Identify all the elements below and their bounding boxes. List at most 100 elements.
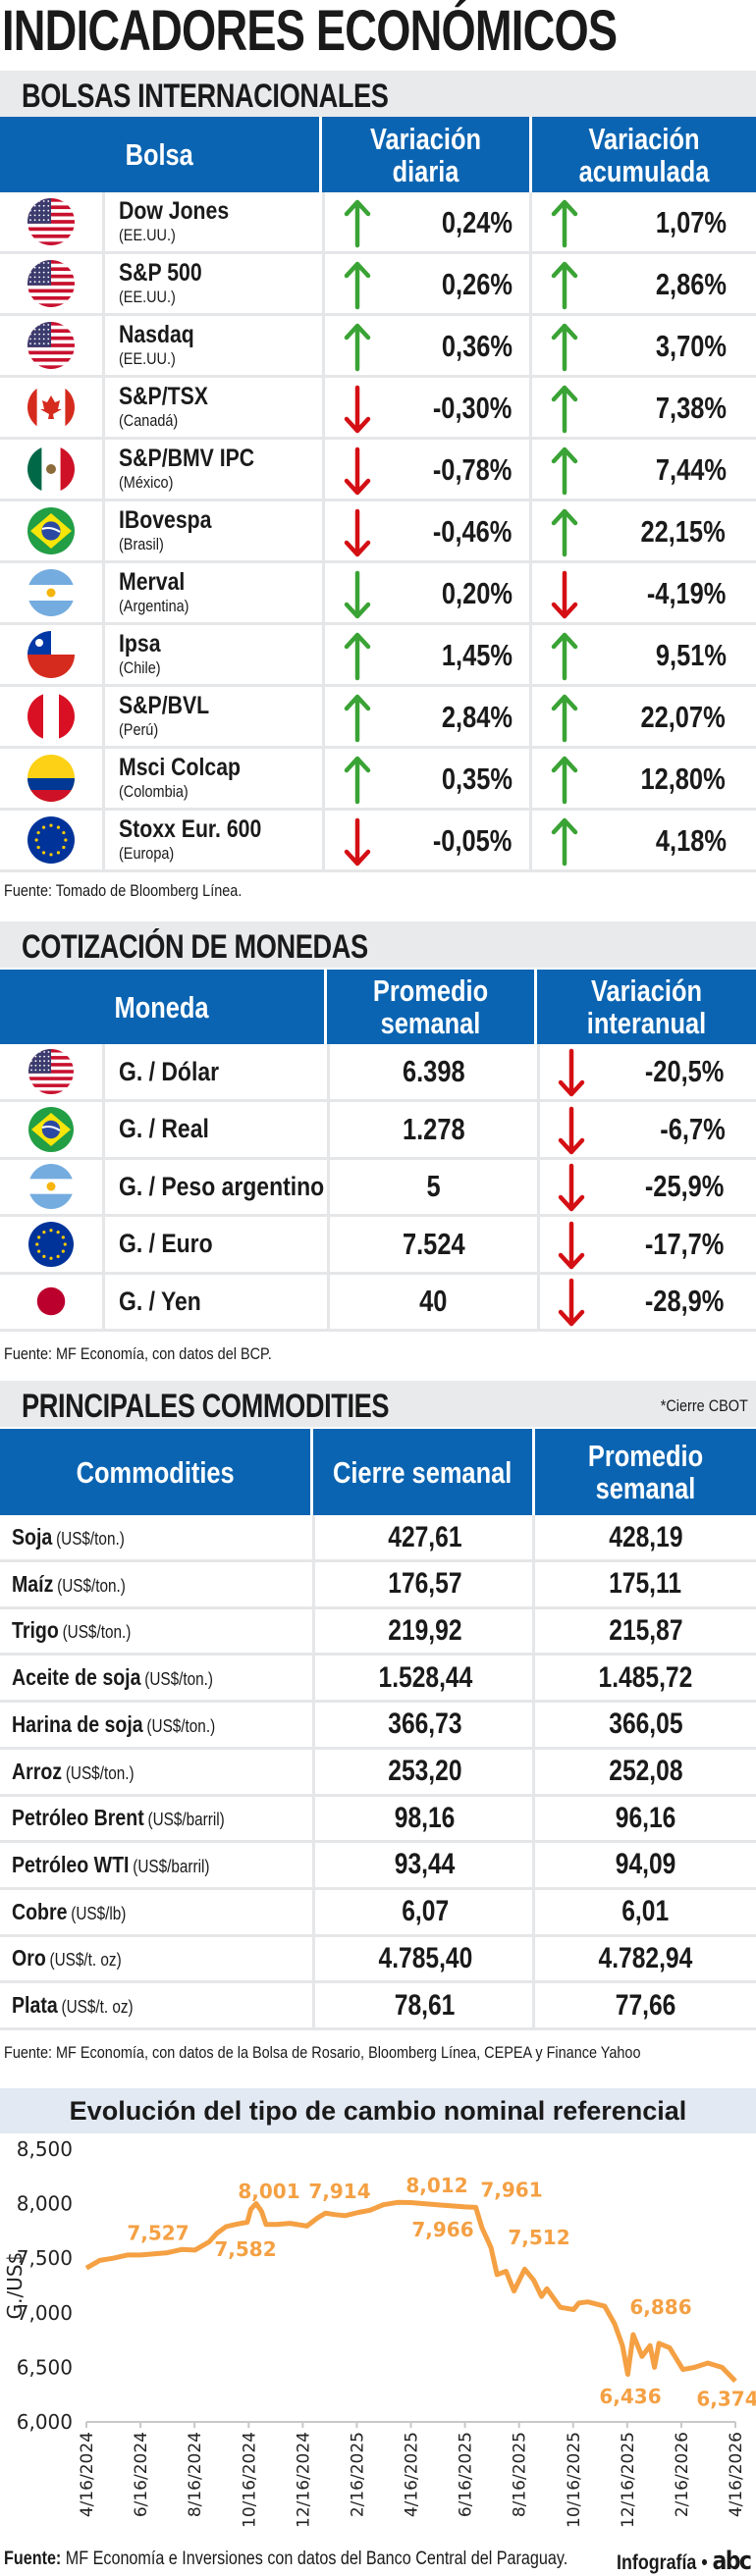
currency-name-cell: G. / Dólar xyxy=(102,1044,327,1099)
bolsa-country: (EE.UU.) xyxy=(119,225,176,246)
arrow-down-icon xyxy=(557,1047,586,1103)
weekly-close-cell: 427,61 xyxy=(312,1515,535,1559)
flag-cell xyxy=(0,563,102,622)
commodities-title: PRINCIPALES COMMODITIES xyxy=(22,1388,389,1426)
weekly-close-cell: 78,61 xyxy=(312,1983,535,2027)
yearly-variation-cell: -17,7% xyxy=(537,1217,756,1272)
bolsa-name-cell: S&P/BVL(Perú) xyxy=(102,687,322,746)
col-variacion-diaria: Variación diaria xyxy=(322,117,529,192)
x-tick-label: 12/16/2024 xyxy=(294,2432,313,2528)
weekly-close-cell: 176,57 xyxy=(312,1562,535,1606)
flag-cell xyxy=(0,316,102,375)
daily-variation-value: 0,26% xyxy=(442,267,513,302)
data-label: 6,436 xyxy=(599,2385,661,2408)
bolsas-table-header: Bolsa Variación diaria Variación acumula… xyxy=(0,117,756,192)
us-flag-icon xyxy=(27,322,75,369)
daily-variation-value: 0,35% xyxy=(442,762,513,797)
bolsa-name-cell: S&P/TSX(Canadá) xyxy=(102,378,322,437)
commodity-name-cell: Petróleo WTI (US$/barril) xyxy=(0,1843,312,1887)
arrow-down-icon xyxy=(343,446,372,501)
credit: Infografía • abc xyxy=(617,2547,750,2576)
col-bolsa: Bolsa xyxy=(0,117,319,192)
table-row: S&P/BMV IPC(México)-0,78%7,44% xyxy=(0,440,756,501)
commodity-label: Aceite de soja (US$/ton.) xyxy=(12,1664,213,1691)
arrow-up-icon xyxy=(550,446,579,501)
colombia-flag-icon xyxy=(27,755,75,802)
arrow-down-icon xyxy=(343,816,372,872)
commodity-name: Cobre xyxy=(12,1899,67,1924)
weekly-close-value: 253,20 xyxy=(388,1755,461,1788)
acum-variation-cell: 9,51% xyxy=(529,625,756,684)
acum-variation-cell: 7,44% xyxy=(529,440,756,499)
arrow-up-icon xyxy=(343,631,372,687)
weekly-close-cell: 98,16 xyxy=(312,1796,535,1840)
data-label: 7,527 xyxy=(127,2222,189,2245)
daily-variation-cell: -0,30% xyxy=(322,378,532,437)
flag-cell xyxy=(0,1274,102,1329)
weekly-close-value: 4.785,40 xyxy=(378,1942,472,1975)
x-tick-label: 8/16/2025 xyxy=(511,2432,530,2517)
table-row: Ipsa(Chile)1,45%9,51% xyxy=(0,625,756,687)
bolsa-country: (Colombia) xyxy=(119,781,189,803)
bolsa-name-cell: Nasdaq(EE.UU.) xyxy=(102,316,322,375)
page-title: INDICADORES ECONÓMICOS xyxy=(2,2,617,61)
commodity-label: Petróleo WTI (US$/barril) xyxy=(12,1852,209,1878)
col-commodities: Commodities xyxy=(0,1429,310,1515)
col-promedio-semanal: Promedio semanal xyxy=(535,1429,756,1515)
commodity-label: Harina de soja (US$/ton.) xyxy=(12,1711,215,1738)
weekly-close-value: 93,44 xyxy=(395,1848,456,1881)
weekly-average-value: 366,05 xyxy=(609,1708,682,1741)
weekly-average-value: 6,01 xyxy=(622,1895,670,1928)
commodity-name-cell: Arroz (US$/ton.) xyxy=(0,1750,312,1794)
weekly-average-value: 215,87 xyxy=(609,1614,682,1648)
weekly-close-cell: 6,07 xyxy=(312,1890,535,1934)
weekly-close-value: 98,16 xyxy=(395,1802,456,1835)
currency-name: G. / Yen xyxy=(119,1288,201,1315)
daily-variation-cell: 1,45% xyxy=(322,625,532,684)
daily-variation-value: -0,78% xyxy=(433,452,513,488)
x-tick-label: 4/16/2025 xyxy=(403,2432,422,2517)
commodities-note: *Cierre CBOT xyxy=(661,1396,748,1416)
bolsa-name: Stoxx Eur. 600 xyxy=(119,816,261,843)
flag-cell xyxy=(0,192,102,251)
data-label: 6,374 xyxy=(696,2387,756,2410)
arrow-down-icon xyxy=(343,507,372,563)
table-row: Stoxx Eur. 600(Europa)-0,05%4,18% xyxy=(0,811,756,872)
col-promedio-semanal: Promedio semanal xyxy=(327,970,534,1044)
commodity-name: Maíz xyxy=(12,1571,53,1597)
weekly-average-cell: 215,87 xyxy=(532,1608,756,1653)
col-cierre-semanal: Cierre semanal xyxy=(313,1429,532,1515)
bolsa-name: Msci Colcap xyxy=(119,755,241,781)
daily-variation-value: 2,84% xyxy=(442,700,513,735)
weekly-close-value: 6,07 xyxy=(402,1895,449,1928)
table-row: Nasdaq(EE.UU.)0,36%3,70% xyxy=(0,316,756,378)
weekly-close-value: 78,61 xyxy=(395,1989,456,2023)
weekly-average-value: 1.485,72 xyxy=(599,1661,693,1695)
weekly-average-cell: 94,09 xyxy=(532,1843,756,1887)
data-label: 7,582 xyxy=(214,2237,276,2261)
arrow-up-icon xyxy=(343,260,372,316)
table-row: Msci Colcap(Colombia) 0,35% 12,80% xyxy=(0,749,756,811)
weekly-average-cell: 4.782,94 xyxy=(532,1936,756,1980)
weekly-average-value: 5 xyxy=(426,1169,440,1204)
commodity-name-cell: Soja (US$/ton.) xyxy=(0,1515,312,1559)
x-tick-label: 10/16/2025 xyxy=(565,2432,584,2528)
acum-variation-cell: 12,80% xyxy=(529,749,756,808)
commodity-unit: (US$/ton.) xyxy=(66,1763,135,1783)
weekly-average-cell: 96,16 xyxy=(532,1796,756,1840)
weekly-average-cell: 6.398 xyxy=(327,1044,537,1099)
flag-cell xyxy=(0,1159,102,1214)
acum-variation-cell: 4,18% xyxy=(529,811,756,869)
acum-variation-value: 9,51% xyxy=(656,638,727,673)
y-tick-label: 8,500 xyxy=(17,2137,73,2161)
arrow-up-icon xyxy=(550,198,579,254)
commodity-unit: (US$/ton.) xyxy=(146,1716,215,1736)
bolsa-country: (EE.UU.) xyxy=(119,348,176,370)
commodity-name-cell: Petróleo Brent (US$/barril) xyxy=(0,1796,312,1840)
commodity-name: Harina de soja xyxy=(12,1711,143,1737)
